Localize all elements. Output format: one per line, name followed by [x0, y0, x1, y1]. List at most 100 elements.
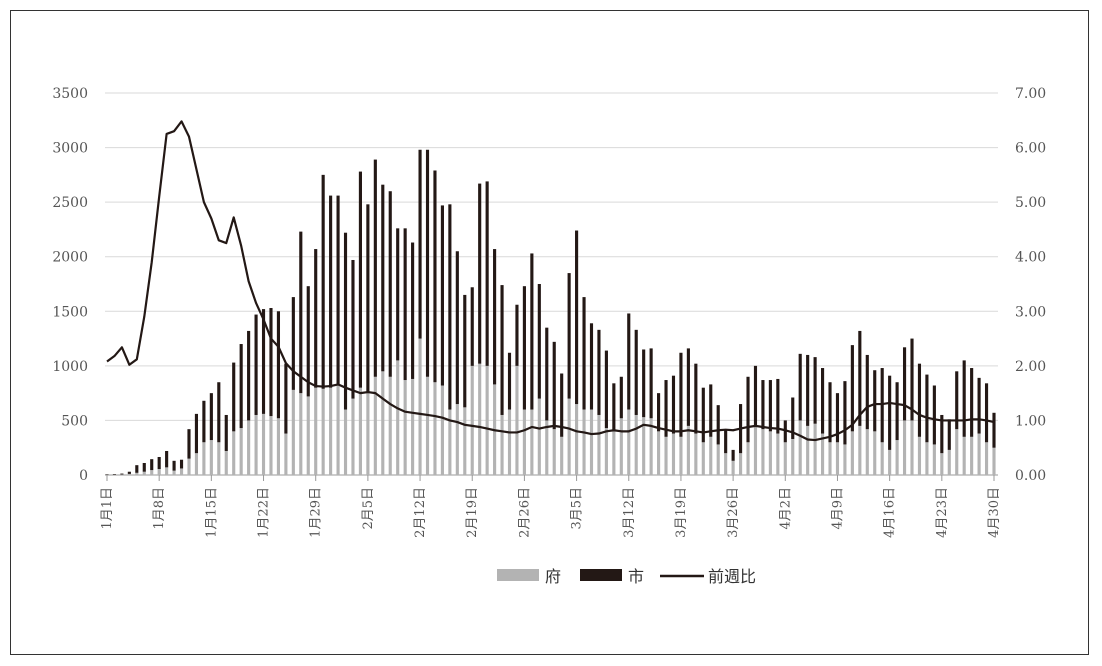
bar-prefecture	[962, 436, 966, 475]
bar-city	[179, 459, 184, 469]
bar-prefecture	[396, 360, 400, 475]
bar-city	[500, 285, 504, 415]
bar-prefecture	[381, 371, 385, 475]
bar-prefecture	[373, 376, 377, 475]
bar-prefecture	[664, 436, 668, 475]
bar-city	[932, 385, 936, 445]
x-tick-label: 3月5日	[570, 487, 585, 530]
bar-city	[724, 429, 728, 454]
bar-prefecture	[776, 433, 780, 475]
bar-prefecture	[910, 420, 914, 475]
bar-prefecture	[589, 409, 594, 475]
bar-prefecture	[552, 429, 556, 475]
bar-city	[187, 429, 191, 459]
bar-city	[806, 354, 810, 426]
bar-city	[634, 329, 638, 415]
bar-city	[560, 373, 564, 437]
bar-prefecture	[925, 442, 929, 475]
bar-prefecture	[336, 385, 340, 475]
bar-prefecture	[172, 470, 176, 475]
bar-prefecture	[247, 420, 251, 475]
legend-label-city: 市	[628, 567, 644, 586]
bar-city	[791, 397, 795, 439]
bar-prefecture	[299, 393, 303, 475]
bar-city	[150, 459, 154, 471]
bar-prefecture	[597, 414, 601, 475]
left-axis-tick-label: 3500	[52, 86, 88, 102]
bar-prefecture	[366, 393, 370, 475]
bar-city	[820, 368, 825, 434]
bar-city	[157, 456, 161, 469]
bar-city	[873, 370, 877, 432]
bar-prefecture	[709, 436, 713, 475]
bar-city	[217, 382, 221, 443]
bar-city	[291, 297, 295, 390]
series-city-bars	[105, 149, 996, 475]
bar-city	[619, 376, 623, 419]
bar-prefecture	[560, 436, 564, 475]
bar-prefecture	[135, 472, 139, 475]
bar-prefecture	[739, 453, 743, 475]
bar-prefecture	[291, 389, 295, 475]
right-axis-tick-label: 1.00	[1015, 413, 1046, 429]
bar-prefecture	[746, 442, 750, 475]
bar-prefecture	[261, 413, 266, 475]
bar-prefecture	[500, 414, 504, 475]
bar-prefecture	[627, 409, 631, 475]
bar-prefecture	[284, 433, 288, 475]
bar-prefecture	[425, 376, 430, 475]
bar-city	[589, 323, 594, 410]
bar-prefecture	[843, 444, 847, 475]
legend-swatch-city	[580, 569, 622, 581]
bar-city	[425, 149, 430, 377]
bar-prefecture	[649, 418, 653, 475]
bar-prefecture	[209, 440, 213, 475]
bar-prefecture	[783, 442, 787, 475]
bar-prefecture	[478, 363, 482, 475]
bar-prefecture	[850, 431, 854, 475]
x-tick-label: 4月30日	[987, 487, 1002, 538]
bar-prefecture	[813, 423, 817, 475]
bar-prefecture	[798, 420, 802, 475]
chart-frame	[10, 10, 1089, 655]
bar-city	[768, 380, 772, 432]
bar-city	[552, 341, 556, 430]
bar-prefecture	[992, 447, 996, 475]
bar-prefecture	[865, 429, 869, 475]
bar-city	[664, 380, 668, 437]
bar-city	[984, 383, 989, 443]
bar-prefecture	[604, 428, 608, 475]
bar-city	[209, 393, 213, 441]
bar-city	[858, 330, 862, 426]
bar-city	[910, 338, 914, 421]
bar-prefecture	[619, 418, 623, 475]
bar-prefecture	[179, 468, 184, 475]
x-tick-label: 3月26日	[726, 487, 741, 538]
bar-prefecture	[321, 388, 325, 475]
bar-prefecture	[724, 453, 728, 475]
left-axis-tick-label: 1500	[52, 304, 88, 320]
legend-label-prefecture: 府	[545, 567, 561, 586]
bar-city	[694, 363, 698, 434]
x-tick-label: 4月9日	[830, 487, 845, 530]
bar-prefecture	[582, 409, 586, 475]
bar-city	[888, 375, 892, 450]
bar-city	[962, 360, 966, 437]
bar-city	[112, 474, 117, 475]
bar-city	[299, 231, 303, 394]
x-tick-label: 3月19日	[674, 487, 689, 538]
bar-city	[321, 174, 325, 389]
bar-prefecture	[858, 425, 862, 475]
bar-prefecture	[418, 338, 422, 475]
bar-prefecture	[820, 433, 825, 475]
x-tick-label: 2月26日	[517, 487, 532, 538]
bar-prefecture	[530, 409, 534, 475]
bar-prefecture	[716, 444, 720, 475]
bar-city	[716, 405, 720, 445]
x-tick-label: 2月19日	[465, 487, 480, 538]
bar-prefecture	[515, 365, 519, 475]
bar-city	[135, 465, 139, 473]
bar-city	[247, 330, 251, 421]
bar-prefecture	[411, 378, 415, 475]
right-axis-tick-label: 6.00	[1015, 141, 1046, 157]
